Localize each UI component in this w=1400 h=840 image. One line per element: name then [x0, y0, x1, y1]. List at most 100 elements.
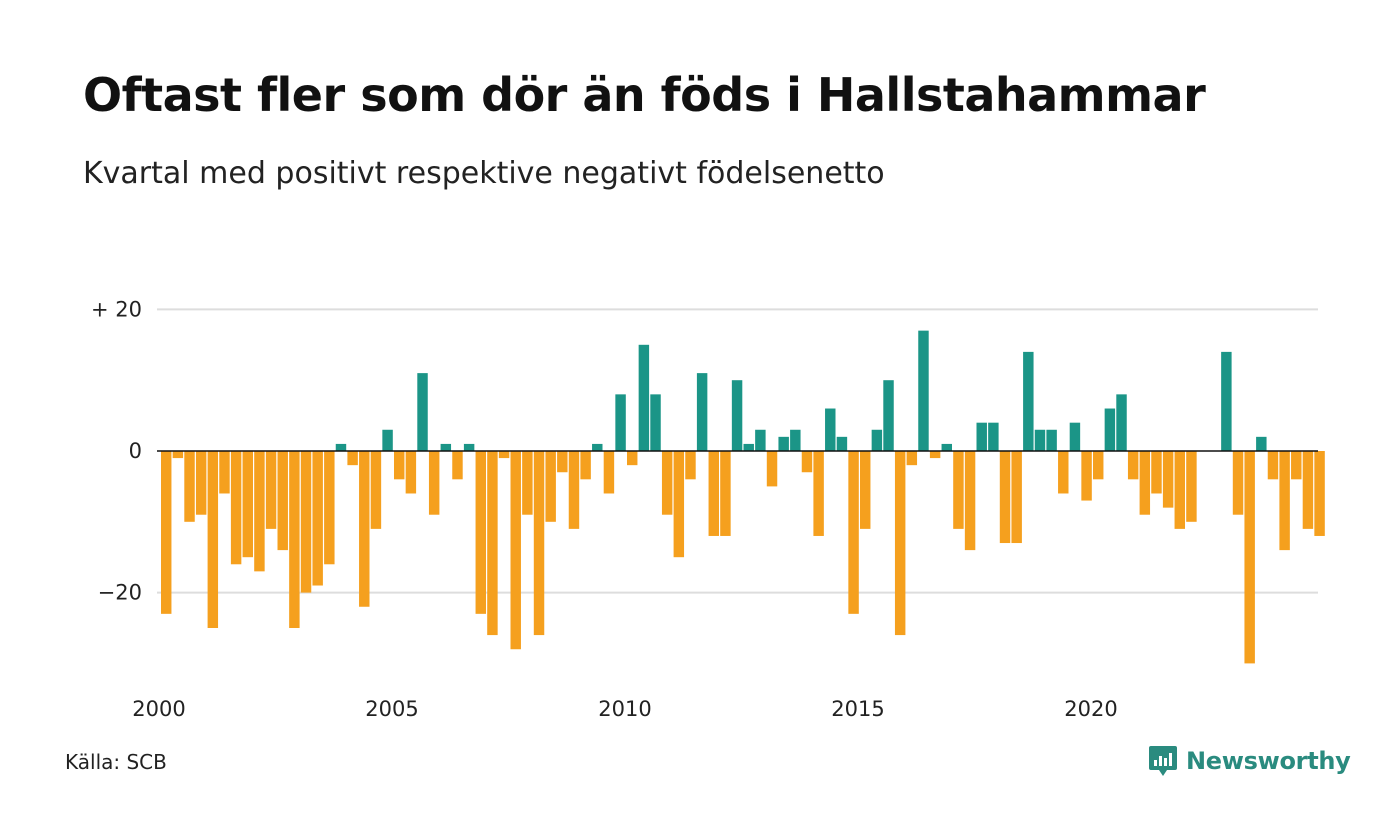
- bar: [510, 451, 521, 650]
- bar: [580, 451, 591, 480]
- bar: [1081, 451, 1092, 501]
- bar: [1127, 451, 1139, 480]
- bar: [1314, 451, 1325, 536]
- x-tick-label: 2010: [598, 697, 651, 721]
- bar: [1302, 451, 1314, 529]
- bar: [813, 451, 824, 536]
- brand-logo: Newsworthy: [1148, 744, 1351, 778]
- bar: [1174, 451, 1185, 529]
- bar: [673, 451, 685, 558]
- bar: [720, 451, 731, 536]
- bar: [289, 451, 300, 628]
- bar: [627, 451, 638, 466]
- bar: [265, 451, 277, 529]
- bar: [195, 451, 207, 515]
- bar: [1221, 351, 1232, 451]
- bar: [906, 451, 918, 466]
- x-tick-label: 2005: [365, 697, 418, 721]
- bar: [359, 451, 370, 607]
- bar: [755, 429, 766, 451]
- bar: [172, 451, 184, 459]
- bars: [161, 330, 1325, 664]
- bar: [615, 394, 626, 451]
- bar: [440, 443, 452, 451]
- bar: [860, 451, 871, 529]
- bar: [161, 451, 172, 614]
- axes: + 20 0 −20 2000 2005 2010 2015 2020: [91, 297, 1318, 721]
- bar: [918, 330, 929, 451]
- bar: [370, 451, 382, 529]
- bar: [1232, 451, 1244, 515]
- bar: [428, 451, 440, 515]
- bar: [766, 451, 778, 487]
- bar: [1046, 429, 1057, 451]
- bar: [836, 436, 848, 451]
- bar: [487, 451, 498, 636]
- bar: [592, 443, 603, 451]
- bar: [557, 451, 568, 473]
- bar: [825, 408, 836, 451]
- bar: [1186, 451, 1197, 522]
- bar: [1069, 422, 1081, 451]
- bar: [254, 451, 265, 572]
- bar: [1267, 451, 1279, 480]
- bar: [1151, 451, 1162, 494]
- bar: [708, 451, 719, 536]
- bar: [976, 422, 987, 451]
- bar-chart-logo-icon: [1149, 746, 1177, 776]
- bar: [405, 451, 417, 494]
- bar: [894, 451, 906, 636]
- bar: [1104, 408, 1116, 451]
- bar: [1256, 436, 1267, 451]
- bar: [533, 451, 545, 636]
- chart-subtitle: Kvartal med positivt respektive negativt…: [83, 156, 885, 191]
- bar: [277, 451, 288, 551]
- bar: [475, 451, 486, 614]
- bar: [335, 443, 347, 451]
- bar: [184, 451, 195, 522]
- bar: [1116, 394, 1127, 451]
- bar: [801, 451, 813, 473]
- bar: [207, 451, 219, 628]
- y-tick-label: + 20: [91, 297, 142, 321]
- bar: [650, 394, 661, 451]
- bar: [417, 373, 428, 451]
- bar: [522, 451, 533, 515]
- chart-title: Oftast fler som dör än föds i Hallstaham…: [83, 68, 1206, 122]
- bar: [1279, 451, 1290, 551]
- bar: [452, 451, 463, 480]
- bar: [638, 344, 650, 451]
- y-tick-label: 0: [129, 439, 142, 463]
- bar: [871, 429, 883, 451]
- bar: [964, 451, 976, 551]
- bar: [300, 451, 312, 593]
- bar: [230, 451, 242, 565]
- bar: [394, 451, 405, 480]
- brand-name: Newsworthy: [1186, 747, 1351, 775]
- bar: [953, 451, 964, 529]
- bar: [603, 451, 615, 494]
- bar: [498, 451, 510, 459]
- bar: [1162, 451, 1174, 508]
- bar: [743, 443, 754, 451]
- bar: [661, 451, 673, 515]
- bar: [312, 451, 323, 586]
- bar: [1058, 451, 1069, 494]
- bar: [242, 451, 253, 558]
- bar: [778, 436, 789, 451]
- bar: [941, 443, 952, 451]
- bar: [1093, 451, 1104, 480]
- bar: [731, 380, 743, 451]
- bar: [790, 429, 801, 451]
- x-tick-label: 2015: [831, 697, 884, 721]
- bar: [324, 451, 335, 565]
- bar: [999, 451, 1011, 544]
- source-note: Källa: SCB: [65, 750, 167, 774]
- bar: [848, 451, 859, 614]
- bar: [1011, 451, 1022, 544]
- bar: [1244, 451, 1255, 664]
- bar: [1139, 451, 1151, 515]
- bar: [463, 443, 475, 451]
- x-tick-label: 2020: [1064, 697, 1117, 721]
